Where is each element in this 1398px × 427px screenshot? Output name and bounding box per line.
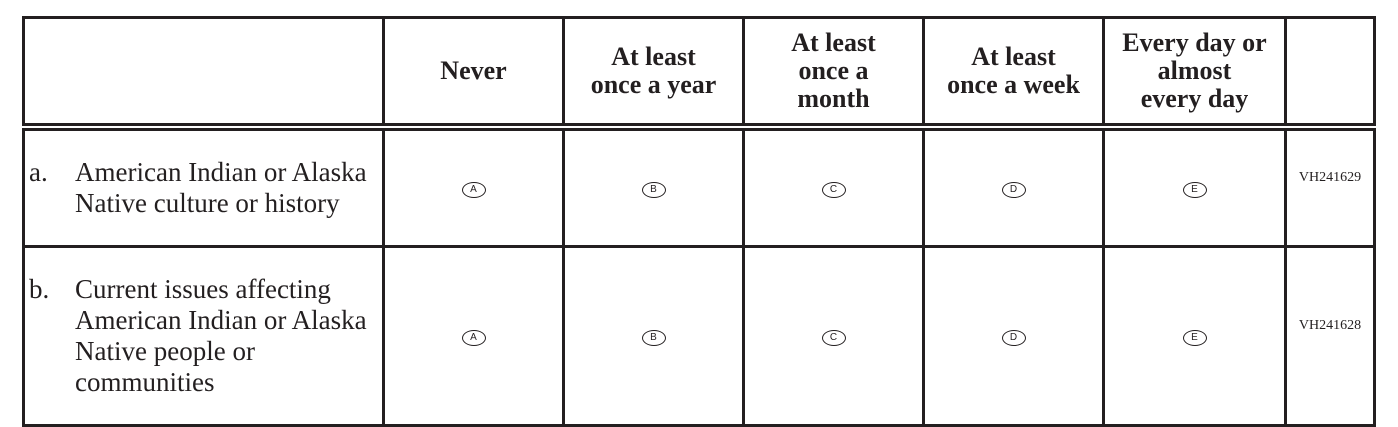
header-line: At least	[791, 28, 876, 57]
header-line: almost	[1157, 56, 1232, 85]
table-row: b. Current issues affecting American Indi…	[22, 245, 1376, 427]
question-cell: b. Current issues affecting American Indi…	[22, 245, 385, 427]
answer-cell: A	[382, 245, 565, 427]
answer-cell: D	[922, 125, 1105, 248]
header-col: At least once a year	[562, 16, 745, 131]
question-text: Current issues affecting American Indian…	[75, 274, 367, 397]
header-col: At least once a week	[922, 16, 1105, 131]
question-cell: a. American Indian or Alaska Native cultu…	[22, 125, 385, 248]
question-text: American Indian or Alaska Native culture…	[75, 157, 367, 218]
header-line: At least	[971, 42, 1056, 71]
header-line: month	[797, 84, 870, 113]
answer-bubble-e[interactable]: E	[1182, 181, 1207, 198]
answer-bubble-e[interactable]: E	[1182, 329, 1207, 346]
survey-table: Never At least once a year At least once a…	[22, 16, 1376, 427]
answer-bubble-b[interactable]: B	[641, 181, 666, 198]
item-id: VH241629	[1284, 125, 1376, 248]
answer-bubble-d[interactable]: D	[1001, 181, 1026, 198]
answer-cell: E	[1102, 125, 1287, 248]
header-col: Every day or almost every day	[1102, 16, 1287, 131]
header-blank	[22, 16, 385, 131]
header-col: Never	[382, 16, 565, 131]
answer-cell: B	[562, 125, 745, 248]
header-row: Never At least once a year At least once a…	[22, 16, 1376, 131]
header-line: once a week	[947, 70, 1080, 99]
answer-cell: A	[382, 125, 565, 248]
answer-cell: C	[742, 245, 925, 427]
answer-cell: C	[742, 125, 925, 248]
question-label: b.	[29, 274, 50, 304]
header-line: Never	[440, 56, 507, 85]
header-line: every day	[1140, 84, 1249, 113]
table-row: a. American Indian or Alaska Native cultu…	[22, 125, 1376, 248]
header-line: Every day or	[1122, 28, 1267, 57]
answer-bubble-a[interactable]: A	[461, 181, 486, 198]
answer-cell: E	[1102, 245, 1287, 427]
item-id: VH241628	[1284, 245, 1376, 427]
answer-bubble-b[interactable]: B	[641, 329, 666, 346]
header-line: once a	[798, 56, 869, 85]
header-col: At least once a month	[742, 16, 925, 131]
question-label: a.	[29, 157, 48, 187]
header-line: once a year	[590, 70, 717, 99]
answer-bubble-a[interactable]: A	[461, 329, 486, 346]
header-blank	[1284, 16, 1376, 131]
header-line: At least	[611, 42, 696, 71]
answer-cell: D	[922, 245, 1105, 427]
answer-bubble-d[interactable]: D	[1001, 329, 1026, 346]
answer-bubble-c[interactable]: C	[821, 329, 846, 346]
answer-bubble-c[interactable]: C	[821, 181, 846, 198]
answer-cell: B	[562, 245, 745, 427]
